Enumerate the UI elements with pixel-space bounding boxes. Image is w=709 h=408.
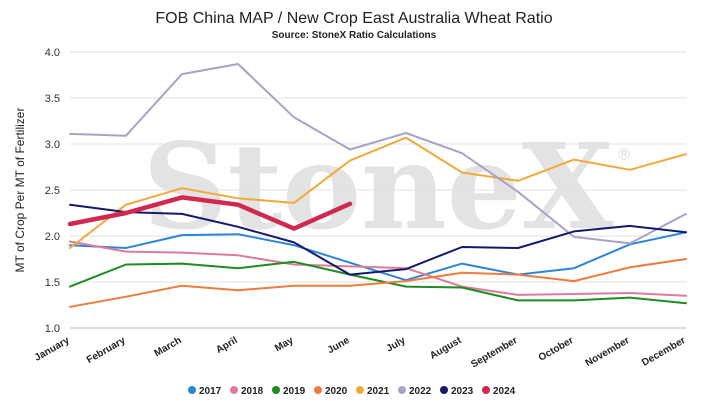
legend-marker [398,386,406,394]
legend-marker [356,386,364,394]
x-tick-label: February [85,335,128,366]
legend-label: 2024 [493,386,516,397]
gridlines [70,51,686,283]
legend-item-2022[interactable]: 2022 [398,386,432,397]
y-axis-label: MT of Crop Per MT of Fertilizer [13,108,27,273]
y-axis-ticks: 1.0 1.5 2.0 2.5 3.0 3.5 4.0 [45,47,60,335]
x-tick-label: May [273,335,296,354]
legend[interactable]: 2017 2018 2019 2020 2021 2022 2023 2024 [188,386,516,397]
legend-label: 2020 [325,386,348,397]
series-line-2018 [69,240,687,297]
x-tick-label: January [33,335,72,364]
series-line-2022 [69,63,687,245]
series-lines [67,63,687,308]
legend-marker [314,386,322,394]
legend-item-2023[interactable]: 2023 [440,386,474,397]
chart-subtitle: Source: StoneX Ratio Calculations [272,30,437,41]
y-tick-label: 1.5 [45,277,60,289]
y-tick-label: 2.5 [45,185,60,197]
legend-label: 2023 [451,386,474,397]
x-tick-label: August [428,335,464,362]
x-tick-label: March [152,335,183,359]
legend-item-2024[interactable]: 2024 [482,386,516,397]
y-tick-label: 1.0 [45,323,60,335]
x-tick-label: April [214,335,239,356]
legend-label: 2019 [283,386,306,397]
x-tick-label: June [326,335,352,356]
x-tick-label: December [640,335,687,369]
legend-marker [230,386,238,394]
x-axis-ticks: January February March April May June July Augu… [33,335,688,371]
series-line-2021 [69,136,687,249]
legend-marker [272,386,280,394]
legend-marker [188,386,196,394]
y-tick-label: 2.0 [45,231,60,243]
chart-title: FOB China MAP / New Crop East Australia … [155,10,552,27]
legend-marker [440,386,448,394]
x-tick-label: July [385,335,408,355]
series-line-2020 [69,258,687,308]
y-tick-label: 3.0 [45,139,60,151]
legend-label: 2018 [241,386,264,397]
x-tick-label: September [469,335,519,370]
legend-label: 2022 [409,386,432,397]
series-line-2024 [67,195,353,231]
legend-item-2017[interactable]: 2017 [188,386,222,397]
legend-marker [482,386,490,394]
legend-item-2021[interactable]: 2021 [356,386,390,397]
series-line-2019 [69,260,687,305]
y-tick-label: 3.5 [45,93,60,105]
legend-item-2020[interactable]: 2020 [314,386,348,397]
x-tick-label: November [584,335,632,369]
watermark-registered-mark: ® [616,145,632,164]
legend-label: 2021 [367,386,390,397]
legend-item-2019[interactable]: 2019 [272,386,306,397]
series-line-2023 [69,203,687,276]
x-tick-label: October [537,335,576,364]
legend-label: 2017 [199,386,222,397]
legend-item-2018[interactable]: 2018 [230,386,264,397]
y-tick-label: 4.0 [45,47,60,59]
